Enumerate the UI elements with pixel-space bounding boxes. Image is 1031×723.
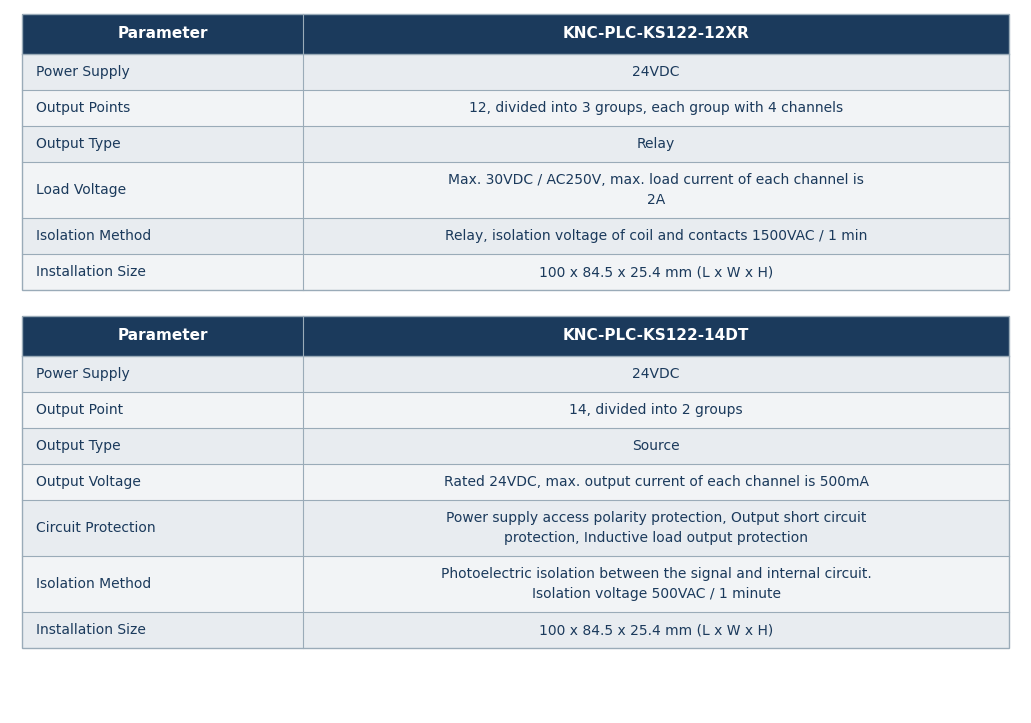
Text: 12, divided into 3 groups, each group with 4 channels: 12, divided into 3 groups, each group wi… <box>469 101 843 115</box>
Bar <box>22 316 1009 648</box>
Bar <box>303 556 1009 612</box>
Bar <box>303 90 1009 126</box>
Bar <box>303 428 1009 464</box>
Bar <box>22 14 1009 54</box>
Bar <box>22 14 1009 290</box>
Bar <box>22 54 303 90</box>
Text: Power Supply: Power Supply <box>36 65 130 79</box>
Text: KNC-PLC-KS122-14DT: KNC-PLC-KS122-14DT <box>563 328 750 343</box>
Bar <box>303 162 1009 218</box>
Bar <box>22 392 303 428</box>
Bar <box>22 218 303 254</box>
Bar <box>303 126 1009 162</box>
Text: Output Point: Output Point <box>36 403 123 417</box>
Text: 24VDC: 24VDC <box>632 367 679 381</box>
Bar <box>22 556 303 612</box>
Bar <box>22 254 303 290</box>
Text: 14, divided into 2 groups: 14, divided into 2 groups <box>569 403 743 417</box>
Bar <box>22 126 303 162</box>
Bar <box>22 356 303 392</box>
Text: Load Voltage: Load Voltage <box>36 183 126 197</box>
Bar <box>22 464 303 500</box>
Text: Rated 24VDC, max. output current of each channel is 500mA: Rated 24VDC, max. output current of each… <box>443 475 869 489</box>
Text: Isolation Method: Isolation Method <box>36 577 152 591</box>
Text: Output Voltage: Output Voltage <box>36 475 141 489</box>
Text: Power supply access polarity protection, Output short circuit
protection, Induct: Power supply access polarity protection,… <box>446 511 866 544</box>
Text: Circuit Protection: Circuit Protection <box>36 521 156 535</box>
Bar <box>22 316 1009 356</box>
Text: Output Points: Output Points <box>36 101 130 115</box>
Text: KNC-PLC-KS122-12XR: KNC-PLC-KS122-12XR <box>563 27 750 41</box>
Text: Installation Size: Installation Size <box>36 265 145 279</box>
Text: Installation Size: Installation Size <box>36 623 145 637</box>
Bar <box>303 218 1009 254</box>
Bar <box>303 612 1009 648</box>
Bar <box>303 392 1009 428</box>
Text: Power Supply: Power Supply <box>36 367 130 381</box>
Bar <box>303 254 1009 290</box>
Bar <box>303 356 1009 392</box>
Bar <box>303 500 1009 556</box>
Text: 100 x 84.5 x 25.4 mm (L x W x H): 100 x 84.5 x 25.4 mm (L x W x H) <box>539 623 773 637</box>
Text: Photoelectric isolation between the signal and internal circuit.
Isolation volta: Photoelectric isolation between the sign… <box>441 568 871 601</box>
Text: Max. 30VDC / AC250V, max. load current of each channel is
2A: Max. 30VDC / AC250V, max. load current o… <box>448 174 864 207</box>
Text: 100 x 84.5 x 25.4 mm (L x W x H): 100 x 84.5 x 25.4 mm (L x W x H) <box>539 265 773 279</box>
Text: Isolation Method: Isolation Method <box>36 229 152 243</box>
Text: Output Type: Output Type <box>36 439 121 453</box>
Text: Parameter: Parameter <box>118 328 208 343</box>
Bar <box>22 500 303 556</box>
Bar <box>303 54 1009 90</box>
Bar <box>22 612 303 648</box>
Text: Source: Source <box>632 439 680 453</box>
Text: 24VDC: 24VDC <box>632 65 679 79</box>
Text: Relay, isolation voltage of coil and contacts 1500VAC / 1 min: Relay, isolation voltage of coil and con… <box>445 229 867 243</box>
Text: Parameter: Parameter <box>118 27 208 41</box>
Text: Relay: Relay <box>637 137 675 151</box>
Bar <box>22 90 303 126</box>
Text: Output Type: Output Type <box>36 137 121 151</box>
Bar <box>22 162 303 218</box>
Bar <box>22 428 303 464</box>
Bar <box>303 464 1009 500</box>
